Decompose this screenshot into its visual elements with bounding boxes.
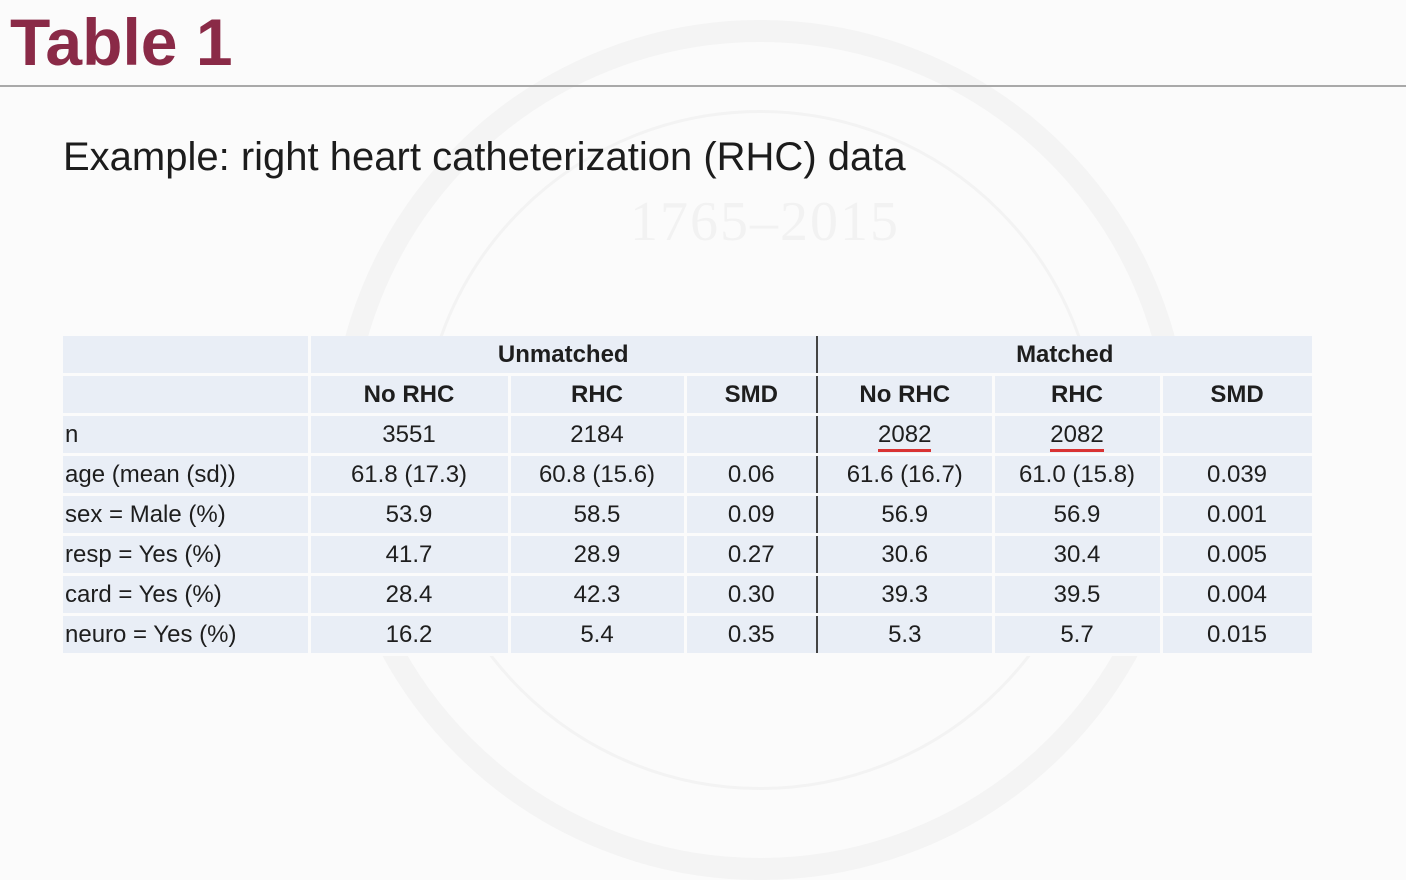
table-row-age: age (mean (sd)) 61.8 (17.3) 60.8 (15.6) … <box>63 454 1315 496</box>
corner-cell <box>63 374 311 416</box>
row-label: neuro = Yes (%) <box>63 614 311 656</box>
table-row-neuro: neuro = Yes (%) 16.2 5.4 0.35 5.3 5.7 0.… <box>63 614 1315 656</box>
table-cell: 0.015 <box>1161 614 1315 656</box>
table-cell: 0.06 <box>685 454 818 496</box>
table-cell: 41.7 <box>309 534 511 576</box>
table-cell: 5.4 <box>509 614 687 656</box>
row-label: resp = Yes (%) <box>63 534 311 576</box>
group-header-unmatched: Unmatched <box>309 336 818 376</box>
title-divider <box>0 85 1406 87</box>
table-cell: 2082 <box>993 414 1163 456</box>
table-cell: 39.5 <box>993 574 1163 616</box>
table-cell: 61.8 (17.3) <box>309 454 511 496</box>
column-header: RHC <box>993 374 1163 416</box>
table-cell: 0.004 <box>1161 574 1315 616</box>
table-cell: 28.4 <box>309 574 511 616</box>
row-label: card = Yes (%) <box>63 574 311 616</box>
group-header-row: Unmatched Matched <box>63 336 1315 376</box>
table-cell: 5.7 <box>993 614 1163 656</box>
table-cell: 5.3 <box>817 614 995 656</box>
row-label: age (mean (sd)) <box>63 454 311 496</box>
table-cell: 56.9 <box>993 494 1163 536</box>
table-cell: 60.8 (15.6) <box>509 454 687 496</box>
table-cell: 30.4 <box>993 534 1163 576</box>
column-header: SMD <box>685 374 818 416</box>
rhc-table: Unmatched Matched No RHC RHC SMD No RHC … <box>63 336 1315 656</box>
table-cell: 0.35 <box>685 614 818 656</box>
watermark-seal-years: 1765–2015 <box>630 191 900 253</box>
table-cell: 0.039 <box>1161 454 1315 496</box>
slide-subtitle: Example: right heart catheterization (RH… <box>63 135 906 179</box>
group-header-matched: Matched <box>817 336 1315 376</box>
table-row-resp: resp = Yes (%) 41.7 28.9 0.27 30.6 30.4 … <box>63 534 1315 576</box>
table-cell: 28.9 <box>509 534 687 576</box>
table-cell: 16.2 <box>309 614 511 656</box>
table-cell: 0.001 <box>1161 494 1315 536</box>
table-cell <box>1161 414 1315 456</box>
corner-cell <box>63 336 311 376</box>
table-cell: 0.30 <box>685 574 818 616</box>
table-cell <box>685 414 818 456</box>
table-row-card: card = Yes (%) 28.4 42.3 0.30 39.3 39.5 … <box>63 574 1315 616</box>
table-cell: 61.6 (16.7) <box>817 454 995 496</box>
table-cell: 0.27 <box>685 534 818 576</box>
table-cell: 3551 <box>309 414 511 456</box>
table-row-sex: sex = Male (%) 53.9 58.5 0.09 56.9 56.9 … <box>63 494 1315 536</box>
underlined-value: 2082 <box>878 421 932 452</box>
table-row-n: n 3551 2184 2082 2082 <box>63 414 1315 456</box>
table-cell: 2082 <box>817 414 995 456</box>
table-cell: 39.3 <box>817 574 995 616</box>
row-label: n <box>63 414 311 456</box>
column-header: No RHC <box>309 374 511 416</box>
table-cell: 61.0 (15.8) <box>993 454 1163 496</box>
table-cell: 0.09 <box>685 494 818 536</box>
table-cell: 53.9 <box>309 494 511 536</box>
slide-title: Table 1 <box>10 5 233 79</box>
column-header: SMD <box>1161 374 1315 416</box>
table-cell: 42.3 <box>509 574 687 616</box>
column-header-row: No RHC RHC SMD No RHC RHC SMD <box>63 374 1315 416</box>
table-cell: 2184 <box>509 414 687 456</box>
column-header: RHC <box>509 374 687 416</box>
table-cell: 30.6 <box>817 534 995 576</box>
table-cell: 58.5 <box>509 494 687 536</box>
row-label: sex = Male (%) <box>63 494 311 536</box>
underlined-value: 2082 <box>1050 421 1104 452</box>
column-header: No RHC <box>817 374 995 416</box>
table-cell: 56.9 <box>817 494 995 536</box>
table-cell: 0.005 <box>1161 534 1315 576</box>
